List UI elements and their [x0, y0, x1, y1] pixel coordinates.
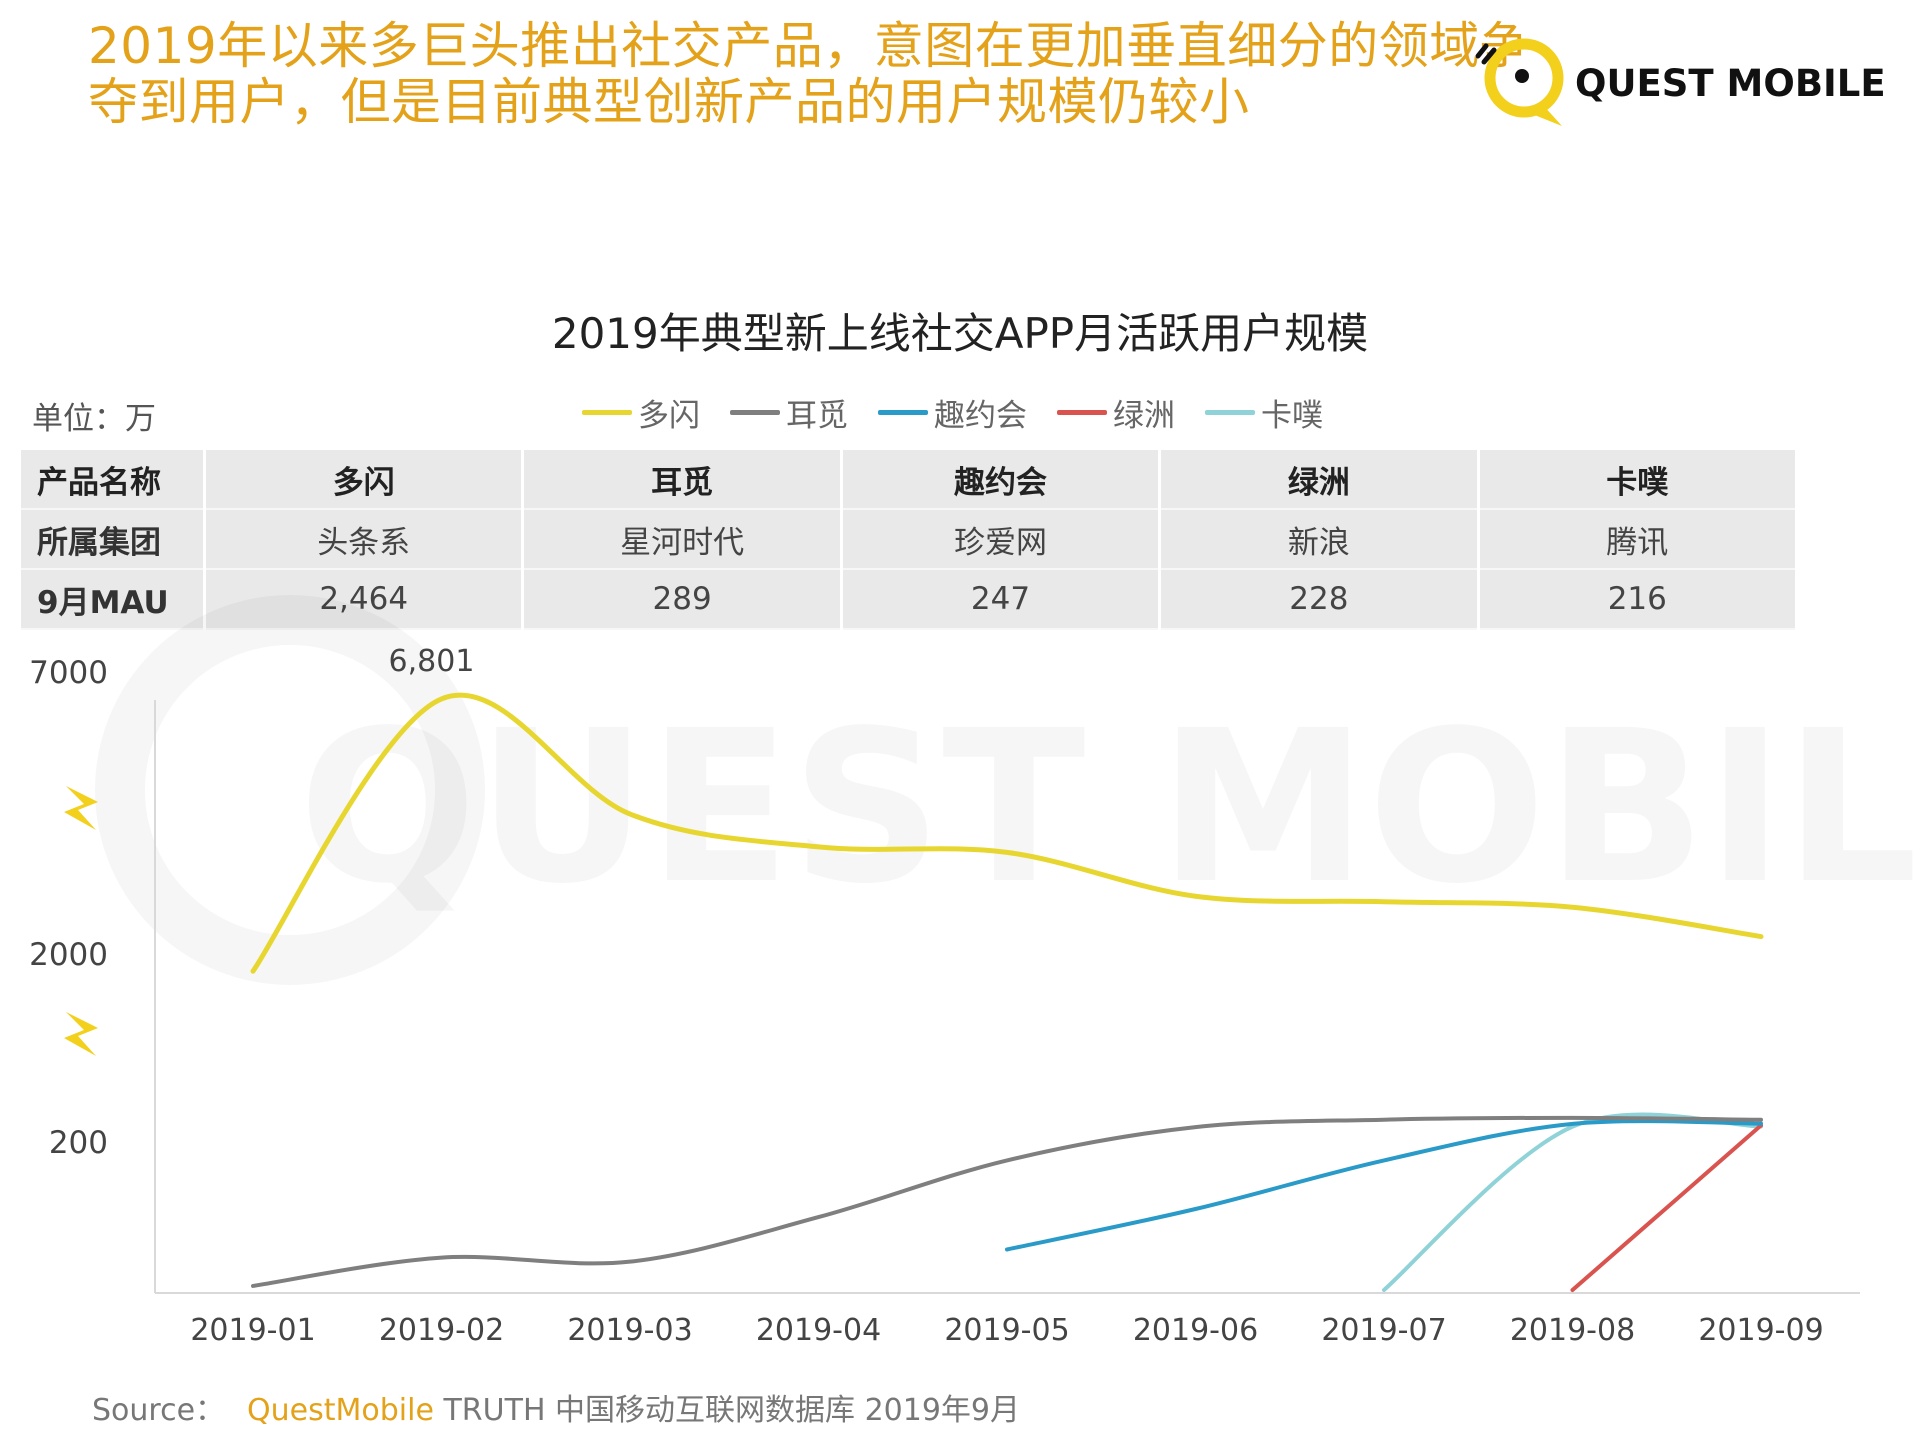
legend-item-ermi: 耳觅 — [730, 390, 848, 435]
row-header-product: 产品名称 — [21, 450, 203, 510]
table-row-mau: 9月MAU 2,464 289 247 228 216 — [21, 570, 1795, 630]
legend-swatch-lvzhou — [1057, 410, 1107, 415]
series-line-duoshan — [250, 692, 1764, 974]
logo-dot-icon — [1515, 69, 1529, 83]
cell-mau: 289 — [524, 570, 840, 630]
legend-label-lvzhou: 绿洲 — [1113, 398, 1175, 434]
series-line-quyuehui — [1005, 1119, 1763, 1252]
cell-product-name: 趣约会 — [842, 450, 1159, 510]
source-brand: QuestMobile — [247, 1393, 434, 1428]
logo-text: QUEST MOBILE — [1575, 62, 1886, 105]
legend-item-duoshan: 多闪 — [582, 390, 700, 435]
headline: 2019年以来多巨头推出社交产品，意图在更加垂直细分的领域争 夺到用户，但是目前… — [88, 17, 1531, 131]
cell-mau: 228 — [1161, 570, 1477, 630]
cell-group: 珍爱网 — [842, 510, 1159, 570]
cell-product-name: 耳觅 — [524, 450, 840, 510]
data-label: 6,801 — [389, 644, 475, 679]
x-tick-label: 2019-06 — [1133, 1313, 1258, 1348]
x-tick-label: 2019-08 — [1510, 1313, 1635, 1348]
legend-item-kapu: 卡噗 — [1205, 390, 1323, 435]
legend: 多闪 耳觅 趣约会 绿洲 卡噗 — [582, 390, 1323, 435]
cell-product-name: 绿洲 — [1161, 450, 1477, 510]
series-line-ermi — [251, 1115, 1763, 1288]
x-tick-label: 2019-03 — [567, 1313, 692, 1348]
headline-line-2: 夺到用户，但是目前典型创新产品的用户规模仍较小 — [88, 73, 1250, 131]
legend-swatch-quyuehui — [878, 410, 928, 415]
logo-ring-icon — [1484, 38, 1564, 118]
x-tick-label: 2019-02 — [379, 1313, 504, 1348]
legend-item-lvzhou: 绿洲 — [1057, 390, 1175, 435]
legend-swatch-duoshan — [582, 410, 632, 415]
series-line-lvzhou — [1570, 1123, 1763, 1292]
watermark-text: QUEST MOBILE — [298, 685, 1920, 930]
cell-product-name: 多闪 — [206, 450, 522, 510]
headline-line-1: 2019年以来多巨头推出社交产品，意图在更加垂直细分的领域争 — [88, 17, 1531, 75]
cell-group: 星河时代 — [524, 510, 840, 570]
x-tick-label: 2019-05 — [944, 1313, 1069, 1348]
series-line-kapu — [1382, 1112, 1763, 1292]
axis-break-icon — [64, 786, 98, 830]
legend-swatch-kapu — [1205, 410, 1255, 415]
legend-swatch-ermi — [730, 410, 780, 415]
y-tick-label: 2000 — [29, 937, 108, 973]
table-row-groups: 所属集团 头条系 星河时代 珍爱网 新浪 腾讯 — [21, 510, 1795, 570]
cell-mau: 2,464 — [206, 570, 522, 630]
legend-label-kapu: 卡噗 — [1261, 398, 1323, 434]
logo-tail-icon — [1532, 104, 1562, 126]
questmobile-logo — [1475, 38, 1564, 126]
cell-mau: 216 — [1479, 570, 1795, 630]
source-text: TRUTH 中国移动互联网数据库 2019年9月 — [443, 1393, 1021, 1428]
chart-title: 2019年典型新上线社交APP月活跃用户规模 — [551, 309, 1369, 358]
legend-label-ermi: 耳觅 — [786, 398, 848, 434]
x-tick-label: 2019-07 — [1321, 1313, 1446, 1348]
cell-product-name: 卡噗 — [1479, 450, 1795, 510]
x-tick-label: 2019-01 — [190, 1313, 315, 1348]
legend-label-duoshan: 多闪 — [638, 398, 700, 434]
y-tick-label: 7000 — [29, 655, 108, 691]
x-tick-label: 2019-09 — [1698, 1313, 1823, 1348]
x-tick-label: 2019-04 — [756, 1313, 881, 1348]
source-footer: Source： QuestMobile TRUTH 中国移动互联网数据库 2019… — [92, 1385, 1020, 1429]
legend-label-quyuehui: 趣约会 — [934, 398, 1027, 434]
cell-mau: 247 — [842, 570, 1159, 630]
logo-signal-icon — [1475, 43, 1497, 65]
cell-group: 新浪 — [1161, 510, 1477, 570]
unit-label: 单位：万 — [32, 401, 156, 437]
row-header-mau: 9月MAU — [21, 570, 203, 630]
product-info-table: 产品名称 多闪 耳觅 趣约会 绿洲 卡噗 所属集团 头条系 星河时代 珍爱网 新… — [18, 450, 1798, 630]
table-row-product-names: 产品名称 多闪 耳觅 趣约会 绿洲 卡噗 — [21, 450, 1795, 510]
y-tick-label: 200 — [49, 1125, 108, 1161]
cell-group: 头条系 — [206, 510, 522, 570]
row-header-group: 所属集团 — [21, 510, 203, 570]
source-label: Source： — [92, 1393, 226, 1428]
legend-item-quyuehui: 趣约会 — [878, 390, 1027, 435]
cell-group: 腾讯 — [1479, 510, 1795, 570]
axis-break-icon — [64, 1012, 98, 1056]
